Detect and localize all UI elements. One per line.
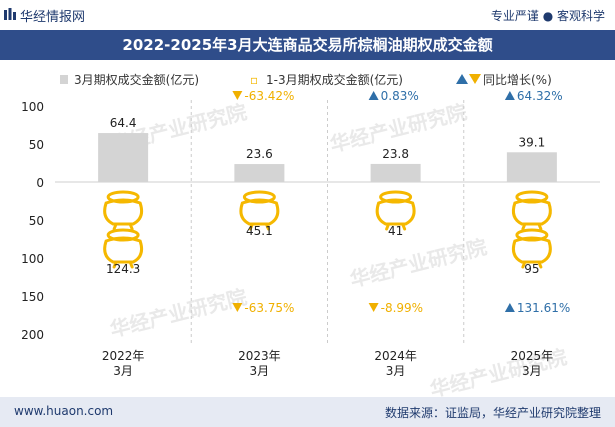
growth-monthly-arrow-2 (232, 91, 243, 100)
y-tick-6: 200 (21, 328, 44, 342)
brand-logo-icon (4, 8, 16, 20)
x-tick-4: 2025年 3月 (511, 349, 554, 378)
data-label-monthly-2: 23.6 (246, 147, 273, 161)
pot-icon-4-2 (511, 228, 552, 269)
pot-icon-2-1 (239, 190, 280, 231)
bar-monthly-3 (370, 163, 421, 182)
y-tick-1: 50 (29, 138, 44, 152)
legend-label-ytd: 1-3月期权成交金额(亿元) (266, 72, 403, 87)
legend-up-triangle (456, 74, 468, 84)
pot-icon-4-1 (511, 190, 552, 231)
watermark-3: 华经产业研究院 (107, 285, 249, 342)
growth-ytd-arrow-4 (504, 303, 515, 312)
title-bar: 2022-2025年3月大连商品交易所棕榈油期权成交金额 (0, 30, 615, 60)
legend-label-monthly: 3月期权成交金额(亿元) (74, 72, 199, 87)
legend-swatch-monthly (60, 75, 68, 84)
top-bar: 华经情报网 专业严谨 ● 客观科学 (0, 0, 615, 30)
growth-monthly-arrow-3 (368, 91, 379, 100)
chart: 华经产业研究院 华经产业研究院华经产业研究院华经产业研究院华经产业研究院3月期权成… (21, 72, 600, 397)
bar-monthly-2 (234, 164, 285, 182)
data-label-ytd-4: 95 (524, 262, 539, 276)
pot-icon-3-1 (375, 190, 416, 231)
bar-monthly-4 (506, 152, 557, 182)
footer-website: www.huaon.com (14, 404, 114, 418)
brand-name: 华经情报网 (20, 10, 86, 25)
data-label-monthly-3: 23.8 (382, 147, 409, 161)
legend-label-growth: 同比增长(%) (483, 73, 552, 87)
legend-down-triangle (469, 74, 481, 84)
growth-ytd-arrow-3 (368, 303, 379, 312)
data-label-monthly-1: 64.4 (110, 116, 137, 130)
growth-ytd-4: 131.61% (517, 301, 570, 315)
y-tick-5: 150 (21, 290, 44, 304)
data-label-ytd-3: 41 (388, 224, 403, 238)
growth-ytd-3: -8.99% (381, 301, 423, 315)
y-tick-0: 100 (21, 100, 44, 114)
x-tick-2: 2023年 3月 (238, 349, 281, 378)
footer-bar: www.huaon.com 数据来源：证监局，华经产业研究院整理 (0, 397, 615, 427)
y-tick-2: 0 (36, 176, 44, 190)
watermark-4: 华经产业研究院 (347, 235, 489, 292)
data-label-ytd-1: 124.3 (106, 262, 140, 276)
chart-title: 2022-2025年3月大连商品交易所棕榈油期权成交金额 (122, 36, 493, 54)
data-label-ytd-2: 45.1 (246, 224, 273, 238)
y-tick-3: 50 (29, 214, 44, 228)
x-tick-1: 2022年 3月 (102, 349, 145, 378)
growth-ytd-2: -63.75% (244, 301, 294, 315)
pot-icon-1-2 (103, 228, 144, 269)
data-label-monthly-4: 39.1 (519, 135, 546, 149)
footer-source: 数据来源：证监局，华经产业研究院整理 (384, 406, 601, 420)
growth-monthly-3: 0.83% (381, 89, 419, 103)
y-tick-4: 100 (21, 252, 44, 266)
growth-ytd-arrow-2 (232, 303, 243, 312)
growth-monthly-arrow-4 (504, 91, 515, 100)
pot-icon-1-1 (103, 190, 144, 231)
x-tick-3: 2024年 3月 (374, 349, 417, 378)
growth-monthly-4: 64.32% (517, 89, 563, 103)
growth-monthly-2: -63.42% (244, 89, 294, 103)
tagline: 专业严谨 ● 客观科学 (490, 9, 605, 23)
bar-monthly-1 (98, 133, 149, 182)
legend-swatch-ytd: ▫ (250, 73, 258, 87)
